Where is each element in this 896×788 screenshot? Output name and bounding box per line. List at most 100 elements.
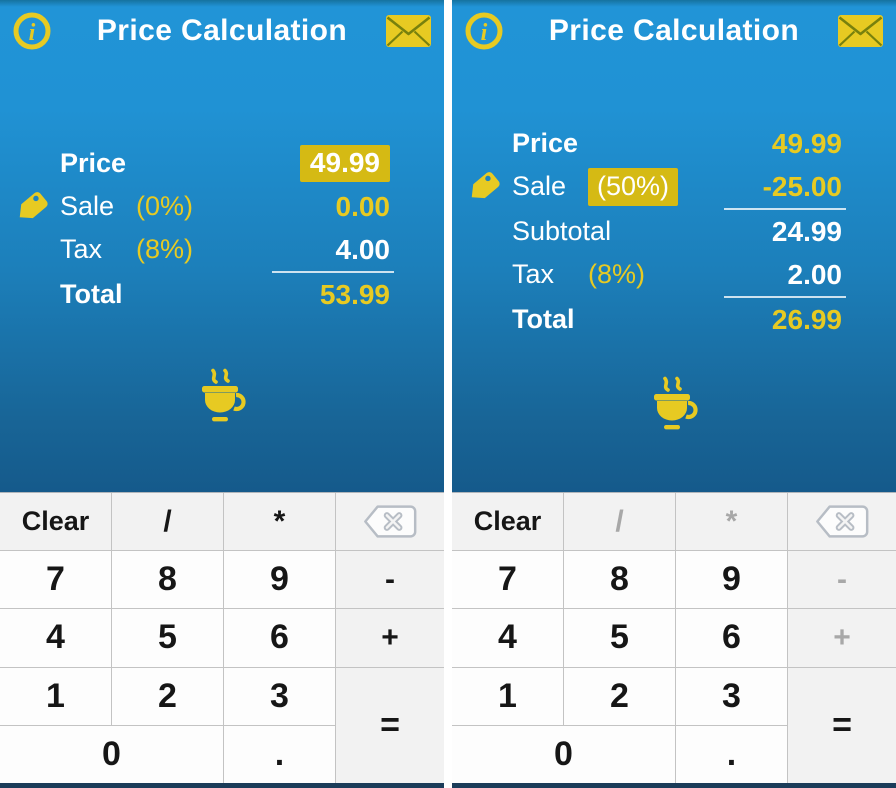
summary-row-tax[interactable]: Tax (8%) 2.00: [452, 253, 896, 296]
panel-divider: [444, 0, 452, 788]
key-divide: /: [564, 493, 675, 550]
key-equals[interactable]: =: [336, 667, 444, 783]
key-6[interactable]: 6: [224, 609, 335, 667]
sale-label: Sale: [60, 191, 115, 221]
key-6[interactable]: 6: [676, 609, 787, 667]
coffee-cup-icon[interactable]: [194, 366, 250, 431]
key-8[interactable]: 8: [112, 551, 223, 609]
summary-row-sale[interactable]: Sale (0%) 0.00: [0, 185, 444, 228]
price-tag-icon: [19, 191, 48, 218]
total-divider-line: [272, 271, 394, 273]
total-divider-line: [724, 296, 846, 298]
summary-row-sale[interactable]: Sale (50%) -25.00: [452, 165, 896, 208]
price-label: Price: [60, 148, 127, 178]
subtotal-divider-line: [724, 208, 846, 210]
keypad: Clear / * 7 8 9 - 4 5 6 + 1 2 3 = 0 .: [0, 492, 444, 783]
key-minus: -: [788, 551, 896, 609]
tax-value: 4.00: [335, 233, 391, 265]
app-header: i Price Calculation: [452, 0, 896, 62]
total-label: Total: [60, 279, 123, 309]
summary-row-total[interactable]: Total 26.99: [452, 298, 896, 341]
price-tag-icon: [471, 171, 500, 198]
svg-text:i: i: [481, 20, 488, 46]
tax-percent: (8%): [136, 234, 194, 264]
summary-row-subtotal[interactable]: Subtotal 24.99: [452, 210, 896, 253]
key-plus[interactable]: +: [336, 609, 444, 667]
key-multiply[interactable]: *: [224, 493, 335, 550]
total-label: Total: [512, 304, 575, 334]
key-1[interactable]: 1: [0, 667, 111, 725]
subtotal-label: Subtotal: [512, 216, 612, 246]
svg-text:i: i: [29, 20, 36, 46]
info-button[interactable]: i: [464, 11, 516, 51]
key-equals[interactable]: =: [788, 667, 896, 783]
key-7[interactable]: 7: [452, 551, 563, 609]
price-summary: Price 49.99 Sale (50%) -25.00: [452, 122, 896, 341]
key-4[interactable]: 4: [0, 609, 111, 667]
display-area: i Price Calculation Price 49.99: [452, 0, 896, 492]
key-5[interactable]: 5: [564, 609, 675, 667]
backspace-icon: [364, 505, 417, 538]
price-summary: Price 49.99 Sale (0%) 0.00: [0, 142, 444, 316]
key-5[interactable]: 5: [112, 609, 223, 667]
summary-row-tax[interactable]: Tax (8%) 4.00: [0, 228, 444, 271]
screen-panel-right: i Price Calculation Price 49.99: [452, 0, 896, 788]
sale-value: -25.00: [762, 170, 842, 202]
key-9[interactable]: 9: [676, 551, 787, 609]
sale-value: 0.00: [335, 190, 391, 222]
page-title: Price Calculation: [96, 14, 348, 47]
screen-panel-left: i Price Calculation Price 49.99: [0, 0, 444, 788]
price-value: 49.99: [299, 145, 390, 182]
key-minus[interactable]: -: [336, 551, 444, 609]
key-backspace[interactable]: [788, 493, 896, 550]
bottom-edge-strip: [0, 783, 444, 788]
key-backspace[interactable]: [336, 493, 444, 550]
price-value: 49.99: [771, 127, 842, 159]
app-header: i Price Calculation: [0, 0, 444, 62]
sale-percent: (50%): [588, 167, 679, 206]
coffee-cup-icon[interactable]: [646, 374, 702, 439]
total-value: 26.99: [771, 303, 842, 335]
tax-label: Tax: [60, 234, 103, 264]
tax-value: 2.00: [787, 258, 843, 290]
mail-icon: [838, 15, 883, 47]
key-2[interactable]: 2: [112, 667, 223, 725]
page-title: Price Calculation: [548, 14, 800, 47]
subtotal-value: 24.99: [771, 215, 842, 247]
display-area: i Price Calculation Price 49.99: [0, 0, 444, 492]
sale-label: Sale: [512, 171, 567, 201]
info-button[interactable]: i: [12, 11, 64, 51]
key-3[interactable]: 3: [224, 667, 335, 725]
mail-icon: [386, 15, 431, 47]
key-0[interactable]: 0: [0, 725, 223, 783]
mail-button[interactable]: [832, 14, 884, 48]
key-clear[interactable]: Clear: [452, 493, 563, 550]
key-plus: +: [788, 609, 896, 667]
summary-row-price[interactable]: Price 49.99: [452, 122, 896, 165]
key-decimal[interactable]: .: [224, 725, 335, 783]
backspace-icon: [816, 505, 869, 538]
key-0[interactable]: 0: [452, 725, 675, 783]
info-icon: i: [13, 12, 51, 50]
key-9[interactable]: 9: [224, 551, 335, 609]
key-4[interactable]: 4: [452, 609, 563, 667]
price-label: Price: [512, 128, 579, 158]
total-value: 53.99: [319, 278, 390, 310]
summary-row-price[interactable]: Price 49.99: [0, 142, 444, 185]
key-1[interactable]: 1: [452, 667, 563, 725]
key-3[interactable]: 3: [676, 667, 787, 725]
key-clear[interactable]: Clear: [0, 493, 111, 550]
key-multiply: *: [676, 493, 787, 550]
key-7[interactable]: 7: [0, 551, 111, 609]
key-decimal[interactable]: .: [676, 725, 787, 783]
sale-percent: (0%): [136, 191, 194, 221]
bottom-edge-strip: [452, 783, 896, 788]
key-2[interactable]: 2: [564, 667, 675, 725]
key-8[interactable]: 8: [564, 551, 675, 609]
key-divide[interactable]: /: [112, 493, 223, 550]
info-icon: i: [465, 12, 503, 50]
summary-row-total[interactable]: Total 53.99: [0, 273, 444, 316]
keypad: Clear / * 7 8 9 - 4 5 6 + 1 2 3 = 0 .: [452, 492, 896, 783]
tax-percent: (8%): [588, 259, 646, 289]
mail-button[interactable]: [380, 14, 432, 48]
